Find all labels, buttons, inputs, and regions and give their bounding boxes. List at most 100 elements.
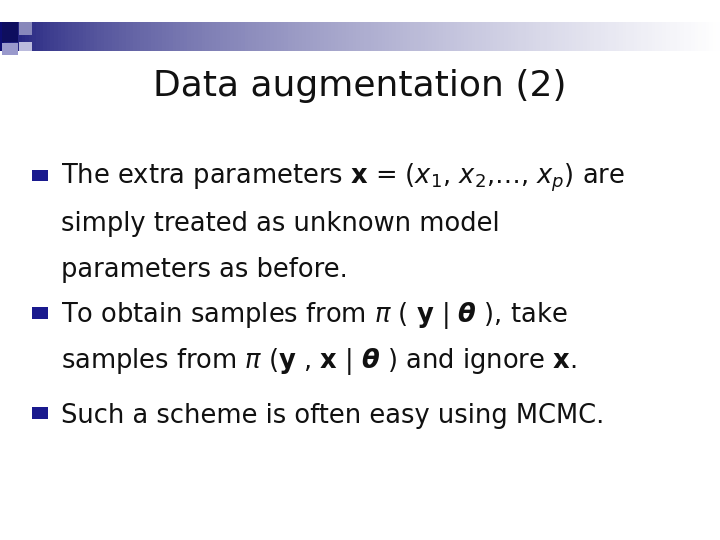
Bar [148,22,151,51]
Bar [194,22,198,51]
Bar [241,22,245,51]
Bar [551,22,554,51]
Bar [623,22,626,51]
Bar [713,22,716,51]
Bar [407,22,410,51]
Bar [54,22,58,51]
Bar [79,22,83,51]
Bar [227,22,230,51]
Bar [112,22,115,51]
Bar [655,22,659,51]
Bar [32,407,48,419]
Text: Data augmentation (2): Data augmentation (2) [153,70,567,103]
Bar [367,22,371,51]
Bar [515,22,518,51]
Bar [191,22,194,51]
Bar [126,22,130,51]
Bar [443,22,446,51]
Bar [508,22,511,51]
Bar [511,22,515,51]
Bar [19,22,32,35]
Bar [558,22,562,51]
Bar [263,22,266,51]
Bar [184,22,187,51]
Bar [2,22,18,42]
Bar [518,22,522,51]
Bar [320,22,324,51]
Bar [324,22,328,51]
Bar [162,22,166,51]
Bar [652,22,655,51]
Text: simply treated as unknown model: simply treated as unknown model [61,211,500,237]
Bar [40,22,43,51]
Bar [130,22,133,51]
Bar [587,22,590,51]
Bar [490,22,493,51]
Bar [688,22,691,51]
Bar [529,22,533,51]
Bar [14,22,18,51]
Bar [353,22,356,51]
Bar [36,22,40,51]
Bar [306,22,310,51]
Text: To obtain samples from $\pi$ ( $\mathbf{y}$ | $\boldsymbol{\theta}$ ), take: To obtain samples from $\pi$ ( $\mathbf{… [61,300,568,332]
Text: samples from $\pi$ ($\mathbf{y}$ , $\mathbf{x}$ | $\boldsymbol{\theta}$ ) and ig: samples from $\pi$ ($\mathbf{y}$ , $\mat… [61,346,577,377]
Bar [346,22,349,51]
Bar [598,22,601,51]
Bar [11,22,14,51]
Bar [547,22,551,51]
Bar [338,22,342,51]
Bar [648,22,652,51]
Bar [533,22,536,51]
Bar [436,22,439,51]
Bar [400,22,403,51]
Bar [680,22,684,51]
Bar [439,22,443,51]
Bar [666,22,670,51]
Bar [202,22,205,51]
Bar [288,22,292,51]
Bar [331,22,335,51]
Bar [594,22,598,51]
Bar [695,22,698,51]
Bar [198,22,202,51]
Bar [19,42,32,51]
Bar [155,22,158,51]
Bar [270,22,274,51]
Bar [133,22,137,51]
Bar [119,22,122,51]
Bar [212,22,216,51]
Bar [536,22,540,51]
Bar [475,22,479,51]
Bar [472,22,475,51]
Bar [169,22,173,51]
Bar [504,22,508,51]
Bar [349,22,353,51]
Bar [266,22,270,51]
Bar [90,22,94,51]
Bar [32,170,48,181]
Bar [608,22,612,51]
Bar [464,22,468,51]
Bar [684,22,688,51]
Bar [187,22,191,51]
Bar [709,22,713,51]
Bar [4,22,7,51]
Bar [716,22,720,51]
Bar [432,22,436,51]
Bar [97,22,101,51]
Bar [101,22,104,51]
Bar [612,22,616,51]
Bar [540,22,544,51]
Bar [295,22,299,51]
Bar [180,22,184,51]
Bar [392,22,396,51]
Bar [565,22,569,51]
Bar [414,22,418,51]
Bar [173,22,176,51]
Bar [166,22,169,51]
Bar [29,22,32,51]
Bar [18,22,22,51]
Bar [493,22,497,51]
Bar [634,22,637,51]
